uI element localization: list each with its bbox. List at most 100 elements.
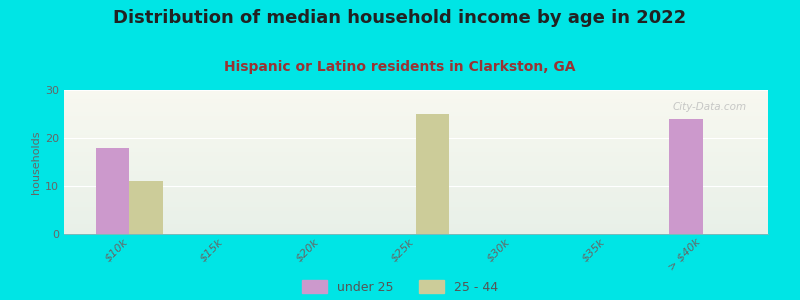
Bar	[64, 142, 768, 143]
Bar	[64, 218, 768, 220]
Bar	[64, 173, 768, 175]
Bar	[64, 130, 768, 132]
Bar	[64, 107, 768, 109]
Bar	[64, 228, 768, 230]
Bar	[64, 126, 768, 128]
Bar	[64, 175, 768, 176]
Bar	[64, 116, 768, 117]
Bar	[416, 114, 450, 234]
Bar	[64, 168, 768, 169]
Bar	[64, 158, 768, 159]
Bar	[64, 164, 768, 165]
Bar	[64, 123, 768, 124]
Bar	[64, 171, 768, 172]
Bar	[64, 191, 768, 192]
Text: Distribution of median household income by age in 2022: Distribution of median household income …	[114, 9, 686, 27]
Bar	[64, 136, 768, 137]
Bar	[64, 119, 768, 120]
Bar	[64, 223, 768, 224]
Bar	[64, 232, 768, 234]
Bar	[64, 159, 768, 160]
Text: Hispanic or Latino residents in Clarkston, GA: Hispanic or Latino residents in Clarksto…	[224, 60, 576, 74]
Bar	[64, 172, 768, 173]
Bar	[64, 152, 768, 153]
Bar	[64, 106, 768, 107]
Bar	[64, 194, 768, 195]
Bar	[64, 120, 768, 122]
Bar	[64, 211, 768, 212]
Bar	[64, 215, 768, 217]
Bar	[64, 115, 768, 116]
Bar	[64, 143, 768, 145]
Bar	[64, 179, 768, 181]
Bar	[64, 104, 768, 106]
Bar	[64, 182, 768, 184]
Bar	[64, 198, 768, 200]
Bar	[64, 135, 768, 136]
Bar	[64, 169, 768, 171]
Bar	[64, 122, 768, 123]
Bar	[64, 165, 768, 166]
Bar	[64, 202, 768, 204]
Bar	[64, 137, 768, 139]
Bar	[669, 119, 702, 234]
Bar	[64, 181, 768, 182]
Bar	[64, 176, 768, 178]
Bar	[64, 178, 768, 179]
Bar	[64, 92, 768, 93]
Bar	[64, 140, 768, 142]
Bar	[64, 162, 768, 164]
Bar	[64, 187, 768, 188]
Bar	[64, 224, 768, 225]
Bar	[64, 148, 768, 149]
Bar	[64, 208, 768, 209]
Bar	[64, 139, 768, 140]
Bar	[64, 128, 768, 129]
Bar	[64, 214, 768, 215]
Bar	[64, 225, 768, 227]
Y-axis label: households: households	[31, 130, 41, 194]
Bar	[64, 185, 768, 187]
Bar	[64, 231, 768, 232]
Bar	[64, 205, 768, 207]
Bar	[64, 156, 768, 158]
Bar	[64, 100, 768, 101]
Bar	[64, 93, 768, 94]
Bar	[64, 149, 768, 151]
Bar	[64, 132, 768, 133]
Bar	[64, 90, 768, 92]
Bar	[64, 113, 768, 115]
Bar	[64, 230, 768, 231]
Bar	[64, 153, 768, 155]
Bar	[64, 103, 768, 104]
Bar	[64, 110, 768, 112]
Text: City-Data.com: City-Data.com	[673, 101, 747, 112]
Bar	[64, 129, 768, 130]
Bar	[64, 155, 768, 156]
Bar	[64, 184, 768, 185]
Bar	[64, 99, 768, 100]
Bar	[64, 188, 768, 189]
Bar	[64, 166, 768, 168]
Bar	[130, 181, 163, 234]
Bar	[64, 117, 768, 119]
Bar	[64, 189, 768, 191]
Bar	[64, 151, 768, 152]
Bar	[64, 220, 768, 221]
Legend: under 25, 25 - 44: under 25, 25 - 44	[302, 280, 498, 294]
Bar	[64, 96, 768, 97]
Bar	[64, 112, 768, 113]
Bar	[64, 145, 768, 146]
Bar	[64, 217, 768, 218]
Bar	[64, 97, 768, 99]
Bar	[64, 133, 768, 135]
Bar	[64, 146, 768, 148]
Bar	[64, 204, 768, 205]
Bar	[64, 212, 768, 214]
Bar	[96, 148, 130, 234]
Bar	[64, 192, 768, 194]
Bar	[64, 201, 768, 202]
Bar	[64, 196, 768, 198]
Bar	[64, 200, 768, 201]
Bar	[64, 109, 768, 110]
